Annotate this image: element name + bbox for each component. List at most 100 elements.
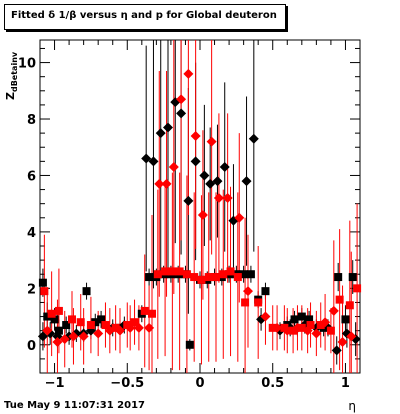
square-marker <box>68 315 76 324</box>
square-marker <box>161 267 170 276</box>
square-marker <box>233 273 242 282</box>
square-marker <box>306 321 315 330</box>
square-marker <box>185 340 194 349</box>
square-marker <box>341 315 350 324</box>
diamond-marker <box>183 195 194 206</box>
square-marker <box>297 312 306 321</box>
diamond-marker <box>163 122 173 133</box>
x-tick-label: 0 <box>195 376 204 391</box>
diamond-marker <box>37 331 48 342</box>
square-marker <box>239 270 248 279</box>
square-marker <box>182 270 191 279</box>
square-marker <box>123 321 132 330</box>
diamond-marker <box>93 328 104 339</box>
diamond-marker <box>311 328 322 339</box>
diamond-marker <box>125 322 136 333</box>
diamond-marker <box>42 325 53 336</box>
square-marker <box>345 301 354 310</box>
diamond-marker <box>219 161 230 172</box>
square-marker <box>348 273 357 282</box>
y-tick-label: 10 <box>18 57 36 72</box>
diamond-marker <box>115 325 125 336</box>
square-marker <box>190 273 199 282</box>
y-tick-label: 0 <box>27 339 36 354</box>
square-marker <box>241 298 250 307</box>
square-marker <box>43 312 52 321</box>
square-marker <box>261 287 270 296</box>
diamond-marker <box>248 133 259 144</box>
diamond-marker <box>68 331 79 342</box>
diamond-marker <box>260 311 271 322</box>
square-marker <box>353 284 362 293</box>
square-marker <box>197 275 206 284</box>
x-tick-label: 0.5 <box>261 376 284 391</box>
timestamp: Tue May 9 11:07:31 2017 <box>4 400 145 411</box>
square-marker <box>153 270 162 279</box>
y-axis-label-main: Z <box>4 92 17 100</box>
diamond-marker <box>243 286 253 297</box>
square-marker <box>62 321 71 330</box>
square-marker <box>91 318 100 327</box>
chart-title: Fitted δ 1/β versus η and p for Global d… <box>11 10 277 21</box>
diamond-marker <box>199 170 210 181</box>
square-marker <box>175 267 184 276</box>
diamond-marker <box>59 334 70 345</box>
square-marker <box>289 326 298 335</box>
diamond-marker <box>155 128 166 139</box>
y-tick-label: 2 <box>27 282 36 297</box>
square-marker <box>86 321 95 330</box>
square-marker <box>38 278 47 287</box>
title-box: Fitted δ 1/β versus η and p for Global d… <box>4 4 286 30</box>
square-marker <box>50 315 59 324</box>
square-marker <box>254 298 263 307</box>
square-marker <box>290 315 299 324</box>
diamond-marker <box>52 336 63 347</box>
diamond-marker <box>205 178 216 189</box>
square-marker <box>130 318 139 327</box>
square-marker <box>54 306 63 315</box>
y-tick-label: 6 <box>27 169 36 184</box>
y-axis-label-sub: dBetainv <box>10 51 19 92</box>
square-marker <box>316 321 325 330</box>
square-marker <box>148 309 156 318</box>
y-tick-label: 4 <box>27 226 36 241</box>
square-marker <box>212 273 220 282</box>
square-marker <box>40 287 49 296</box>
diamond-marker <box>176 108 187 119</box>
diamond-marker <box>222 193 233 204</box>
diamond-marker <box>234 212 245 223</box>
diamond-marker <box>190 130 201 141</box>
diamond-marker <box>346 331 357 342</box>
square-marker <box>111 323 120 332</box>
square-marker <box>326 326 335 335</box>
diamond-marker <box>292 322 303 333</box>
diamond-marker <box>104 325 115 336</box>
square-marker <box>280 323 289 332</box>
diamond-marker <box>133 322 144 333</box>
diamond-marker <box>52 331 63 342</box>
x-tick-label: −1 <box>45 376 65 391</box>
square-marker <box>219 270 228 279</box>
diamond-marker <box>212 176 223 187</box>
y-tick-label: 8 <box>27 113 36 128</box>
square-marker <box>54 326 63 335</box>
square-marker <box>204 273 213 282</box>
diamond-marker <box>206 136 217 147</box>
diamond-marker <box>272 322 283 333</box>
diamond-marker <box>148 156 159 167</box>
square-marker <box>335 295 344 304</box>
diamond-marker <box>302 325 313 336</box>
diamond-marker <box>197 209 208 220</box>
diamond-marker <box>154 178 165 189</box>
diamond-marker <box>141 153 152 164</box>
diamond-marker <box>144 322 155 333</box>
diamond-marker <box>241 176 252 187</box>
square-marker <box>168 267 177 276</box>
diamond-marker <box>78 331 89 342</box>
diamond-marker <box>328 305 339 316</box>
diamond-marker <box>161 178 172 189</box>
square-marker <box>305 315 314 324</box>
data-marks <box>37 40 362 373</box>
y-axis-label: ZdBetainv <box>4 51 19 100</box>
